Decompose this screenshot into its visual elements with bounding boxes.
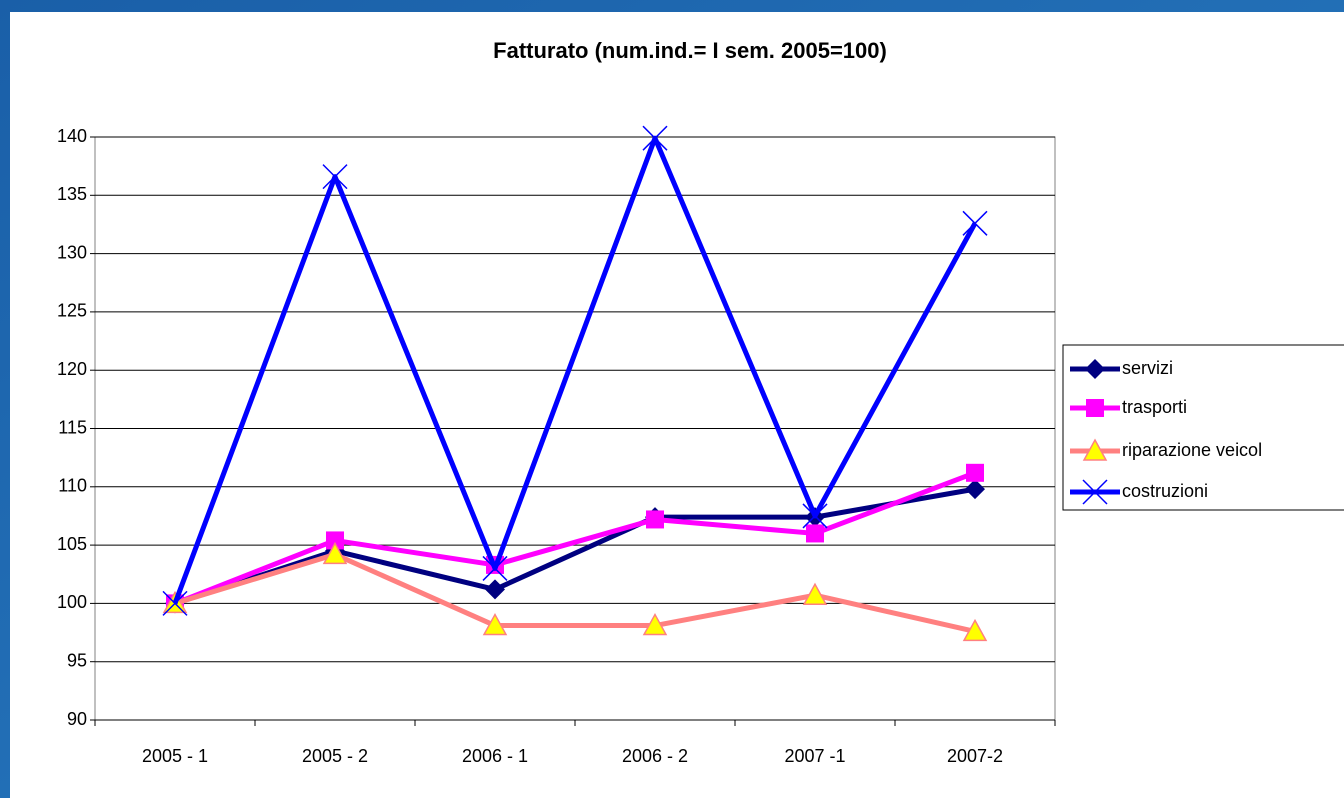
y-tick-label: 110 [58, 476, 87, 496]
x-tick-label: 2007 -1 [784, 746, 845, 766]
marker [322, 541, 348, 565]
x-tick-label: 2006 - 2 [622, 746, 688, 766]
legend-label: servizi [1122, 358, 1173, 378]
marker [1086, 399, 1104, 417]
series-line [174, 470, 976, 606]
marker [1085, 359, 1105, 379]
marker [802, 582, 828, 605]
y-tick-label: 130 [57, 242, 87, 262]
marker [966, 463, 984, 482]
y-tick-label: 140 [57, 126, 87, 146]
x-tick-label: 2006 - 1 [462, 746, 528, 766]
marker [646, 510, 664, 529]
marker [485, 579, 505, 600]
marker [642, 612, 668, 636]
marker [482, 612, 508, 636]
y-tick-label: 100 [57, 592, 87, 612]
marker [962, 618, 988, 642]
x-tick-label: 2005 - 1 [142, 746, 208, 766]
series-line [174, 551, 976, 634]
marker [806, 524, 824, 543]
legend-label: trasporti [1122, 397, 1187, 417]
legend-label: riparazione veicol [1122, 440, 1262, 460]
marker [162, 590, 188, 616]
y-tick-label: 95 [67, 650, 87, 670]
legend-label: costruzioni [1122, 481, 1208, 501]
x-tick-label: 2005 - 2 [302, 746, 368, 766]
series-line [172, 135, 978, 605]
legend [1062, 344, 1344, 511]
marker [962, 210, 988, 236]
x-tick-label: 2007-2 [947, 746, 1003, 766]
marker [1082, 479, 1108, 505]
marker [322, 164, 348, 190]
marker [642, 125, 668, 151]
marker [802, 503, 828, 529]
y-tick-label: 115 [58, 417, 87, 437]
chart-title: Fatturato (num.ind.= I sem. 2005=100) [493, 38, 887, 63]
y-tick-label: 90 [67, 709, 87, 729]
series-line [174, 486, 976, 606]
y-tick-label: 105 [57, 534, 87, 554]
marker [482, 555, 508, 581]
y-tick-label: 135 [57, 184, 87, 204]
y-tick-label: 120 [57, 359, 87, 379]
marker [326, 531, 344, 550]
marker [965, 479, 985, 500]
y-tick-label: 125 [57, 301, 87, 321]
marker [1082, 438, 1108, 461]
